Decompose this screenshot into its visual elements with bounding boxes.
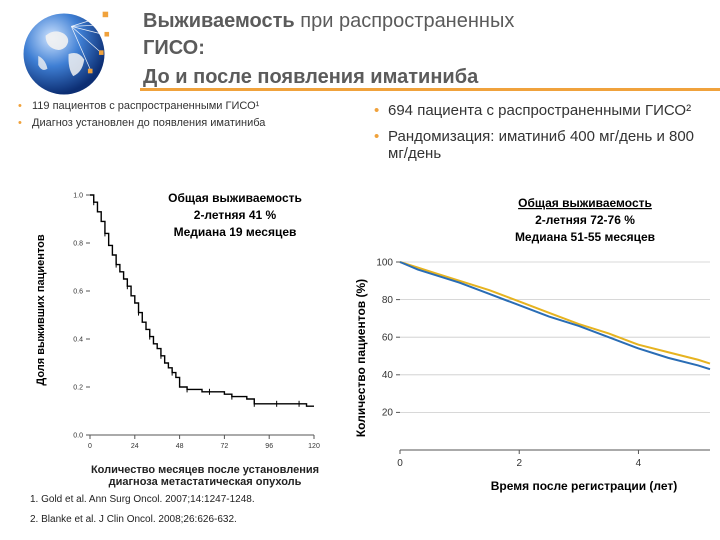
x-tick-label: 4 [636, 458, 642, 469]
title-line2: ГИСО: [143, 37, 205, 59]
right-bullet-list: 694 пациента с распространенными ГИСО² Р… [374, 102, 714, 171]
y-tick-label: 80 [382, 295, 394, 306]
chart1-annotation-3: Медиана 19 месяцев [174, 225, 297, 239]
series-line-1 [399, 261, 711, 371]
y-tick-label: 20 [382, 408, 394, 419]
chart1-ylabel: Доля выживших пациентов [35, 234, 47, 385]
chart2-ylabel: Количество пациентов (%) [354, 279, 368, 437]
y-tick-label: 0.6 [73, 288, 83, 295]
chart1-annotation-1: Общая выживаемость [168, 191, 302, 205]
x-tick-label: 24 [131, 443, 139, 450]
page-title: Выживаемость при распространенных ГИСО: … [143, 8, 703, 92]
title-bold: Выживаемость [143, 10, 295, 32]
x-tick-label: 0 [88, 443, 92, 450]
x-tick-label: 72 [221, 443, 229, 450]
survival-chart-historical: 0 24 48 72 96 120 0.0 0.2 0.4 0.6 0.8 1.0 Общая выж… [30, 180, 330, 488]
x-tick-label: 120 [308, 443, 320, 450]
series-line-0 [399, 261, 711, 365]
y-tick-label: 0.2 [73, 384, 83, 391]
x-tick-label: 0 [397, 458, 403, 469]
chart2-xlabel: Время после регистрации (лет) [491, 479, 678, 493]
y-tick-label: 60 [382, 333, 394, 344]
y-tick-label: 1.0 [73, 192, 83, 199]
bullet-item: 694 пациента с распространенными ГИСО² [374, 102, 714, 119]
survival-chart-imatinib: 0 2 4 20 40 60 80 100 Общая выживаемость 2-летн… [354, 196, 711, 493]
globe-logo-icon [23, 11, 110, 95]
title-divider [140, 88, 720, 91]
chart1-xlabel: Количество месяцев после установления ди… [90, 464, 320, 488]
chart2-annotation-1: Общая выживаемость [518, 196, 652, 210]
chart2-annotation-3: Медиана 51-55 месяцев [515, 230, 655, 244]
chart1-annotation-2: 2-летняя 41 % [194, 208, 277, 222]
x-tick-label: 96 [265, 443, 273, 450]
title-rest: при распространенных [294, 10, 515, 32]
bullet-item: Рандомизация: иматиниб 400 мг/день и 800… [374, 128, 714, 162]
references: 1. Gold et al. Ann Surg Oncol. 2007;14:1… [30, 494, 255, 534]
y-tick-label: 100 [376, 257, 393, 268]
reference-item: 2. Blanke et al. J Clin Oncol. 2008;26:6… [30, 514, 237, 525]
y-tick-label: 0.0 [73, 432, 83, 439]
bullet-item: Диагноз установлен до появления иматиниб… [18, 117, 358, 129]
reference-item: 1. Gold et al. Ann Surg Oncol. 2007;14:1… [30, 494, 255, 505]
y-tick-label: 0.4 [73, 336, 83, 343]
x-tick-label: 2 [516, 458, 522, 469]
x-tick-label: 48 [176, 443, 184, 450]
series-line-0 [90, 194, 314, 407]
title-line3: До и после появления иматиниба [143, 66, 479, 88]
y-tick-label: 40 [382, 370, 394, 381]
chart2-annotation-2: 2-летняя 72-76 % [535, 213, 635, 227]
y-tick-label: 0.8 [73, 240, 83, 247]
left-bullet-list: 119 пациентов с распространенными ГИСО¹ … [18, 100, 358, 134]
bullet-item: 119 пациентов с распространенными ГИСО¹ [18, 100, 358, 112]
